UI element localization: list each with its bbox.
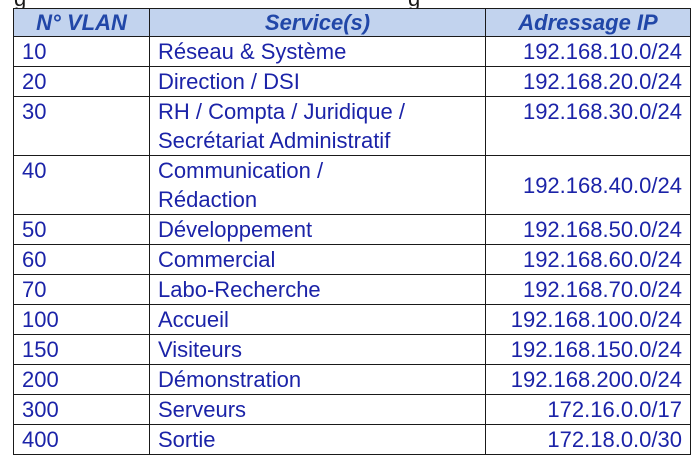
header-vlan-number: N° VLAN	[13, 8, 150, 37]
table-row: 200 Démonstration 192.168.200.0/24	[13, 364, 691, 395]
vlan-number: 300	[13, 394, 150, 425]
service-name-line-2: Rédaction	[158, 187, 258, 212]
service-name-line-2: Secrétariat Administratif	[158, 128, 391, 153]
table-row: 20 Direction / DSI 192.168.20.0/24	[13, 66, 691, 97]
table-row: 60 Commercial 192.168.60.0/24	[13, 244, 691, 275]
header-ip-addressing: Adressage IP	[485, 8, 691, 37]
header-services: Service(s)	[149, 8, 486, 37]
table-row: 100 Accueil 192.168.100.0/24	[13, 304, 691, 335]
service-name-line-1: RH / Compta / Juridique /	[158, 99, 405, 124]
table-row: 70 Labo-Recherche 192.168.70.0/24	[13, 274, 691, 305]
service-name: Réseau & Système	[149, 36, 486, 67]
service-name: Accueil	[149, 304, 486, 335]
service-name: Direction / DSI	[149, 66, 486, 97]
service-name: RH / Compta / Juridique / Secrétariat Ad…	[149, 96, 486, 156]
vlan-number: 200	[13, 364, 150, 395]
vlan-number: 400	[13, 424, 150, 455]
vlan-number: 40	[13, 155, 150, 215]
table-row: 40 Communication / Rédaction 192.168.40.…	[13, 155, 691, 215]
service-name: Labo-Recherche	[149, 274, 486, 305]
vlan-number: 30	[13, 96, 150, 156]
ip-range: 192.168.50.0/24	[485, 214, 691, 245]
vlan-number: 10	[13, 36, 150, 67]
ip-range: 192.168.30.0/24	[485, 96, 691, 156]
clipped-text-above: g g	[0, 0, 696, 8]
ip-range: 192.168.70.0/24	[485, 274, 691, 305]
table-row: 300 Serveurs 172.16.0.0/17	[13, 394, 691, 425]
vlan-number: 70	[13, 274, 150, 305]
table-row: 10 Réseau & Système 192.168.10.0/24	[13, 36, 691, 67]
vlan-number: 150	[13, 334, 150, 365]
vlan-number: 60	[13, 244, 150, 275]
ip-range: 172.18.0.0/30	[485, 424, 691, 455]
ip-range: 192.168.100.0/24	[485, 304, 691, 335]
service-name: Visiteurs	[149, 334, 486, 365]
table-row: 400 Sortie 172.18.0.0/30	[13, 424, 691, 455]
ip-range: 192.168.10.0/24	[485, 36, 691, 67]
table-row: 50 Développement 192.168.50.0/24	[13, 214, 691, 245]
ip-range: 192.168.150.0/24	[485, 334, 691, 365]
service-name: Commercial	[149, 244, 486, 275]
ip-range: 192.168.200.0/24	[485, 364, 691, 395]
table-row: 150 Visiteurs 192.168.150.0/24	[13, 334, 691, 365]
vlan-table: N° VLAN Service(s) Adressage IP 10 Résea…	[13, 8, 691, 455]
ip-range: 192.168.60.0/24	[485, 244, 691, 275]
ip-range: 192.168.40.0/24	[485, 155, 691, 215]
vlan-number: 100	[13, 304, 150, 335]
ip-range: 192.168.20.0/24	[485, 66, 691, 97]
table-row: 30 RH / Compta / Juridique / Secrétariat…	[13, 96, 691, 156]
service-name: Communication / Rédaction	[149, 155, 486, 215]
service-name: Développement	[149, 214, 486, 245]
service-name: Serveurs	[149, 394, 486, 425]
ip-range: 172.16.0.0/17	[485, 394, 691, 425]
table-header-row: N° VLAN Service(s) Adressage IP	[13, 8, 691, 37]
service-name-line-1: Communication /	[158, 158, 324, 183]
service-name: Démonstration	[149, 364, 486, 395]
vlan-number: 20	[13, 66, 150, 97]
service-name: Sortie	[149, 424, 486, 455]
vlan-number: 50	[13, 214, 150, 245]
